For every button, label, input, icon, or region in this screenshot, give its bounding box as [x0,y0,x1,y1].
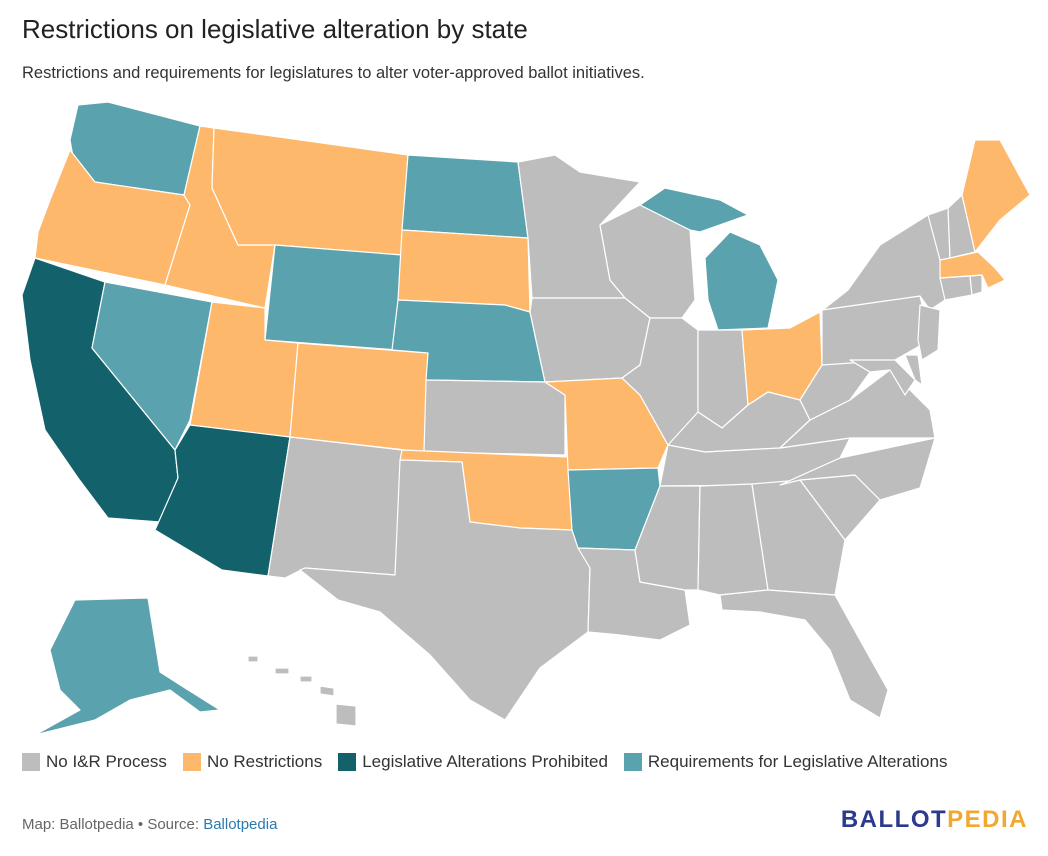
legend-item-none[interactable]: No I&R Process [22,752,167,772]
state-NJ[interactable] [917,304,941,361]
state-NY[interactable] [819,214,946,313]
map-subtitle: Restrictions and requirements for legisl… [22,64,645,82]
footer-credit: Map: Ballotpedia • Source: [22,816,204,833]
legend-swatch [338,753,357,771]
legend-label: Requirements for Legislative Alterations [647,752,948,771]
legend-label: No I&R Process [46,752,167,771]
state-KS[interactable] [423,379,566,456]
state-MT[interactable] [211,127,409,256]
state-HI[interactable] [247,655,357,727]
state-NC[interactable] [779,437,936,501]
map-footer: Map: Ballotpedia • Source: Ballotpedia [22,816,277,833]
state-ND[interactable] [401,154,529,239]
state-MD[interactable] [849,359,916,396]
state-ME[interactable] [961,139,1031,253]
logo-part1: BALLOT [840,806,948,833]
state-CO[interactable] [289,342,429,453]
state-AK[interactable] [34,597,221,736]
legend-item-requirements[interactable]: Requirements for Legislative Alterations [623,752,948,772]
legend-item-prohibited[interactable]: Legislative Alterations Prohibited [338,752,608,772]
state-DE[interactable] [904,354,923,386]
us-states-map [21,101,1031,736]
ballotpedia-logo: BALLOTPEDIA [841,806,1028,834]
map-title: Restrictions on legislative alteration b… [22,14,528,44]
state-NV[interactable] [91,281,213,451]
legend-swatch [22,753,40,771]
legend-swatch [623,753,642,771]
state-MA[interactable] [939,251,1006,289]
state-FL[interactable] [719,589,889,719]
state-RI[interactable] [969,274,983,296]
state-CT[interactable] [939,275,973,301]
state-WY[interactable] [264,244,403,351]
legend-label: No Restrictions [206,752,323,771]
state-NM[interactable] [267,436,403,579]
legend-item-no-restrictions[interactable]: No Restrictions [182,752,323,772]
map-legend: No I&R Process No Restrictions Legislative… [22,752,963,772]
legend-swatch [182,753,201,771]
state-TX[interactable] [299,459,591,721]
legend-label: Legislative Alterations Prohibited [362,752,608,771]
state-SD[interactable] [397,229,531,313]
source-link[interactable]: Ballotpedia [203,816,278,833]
state-MI[interactable] [639,187,779,331]
state-IA[interactable] [529,297,651,383]
logo-part2: PEDIA [947,806,1028,833]
